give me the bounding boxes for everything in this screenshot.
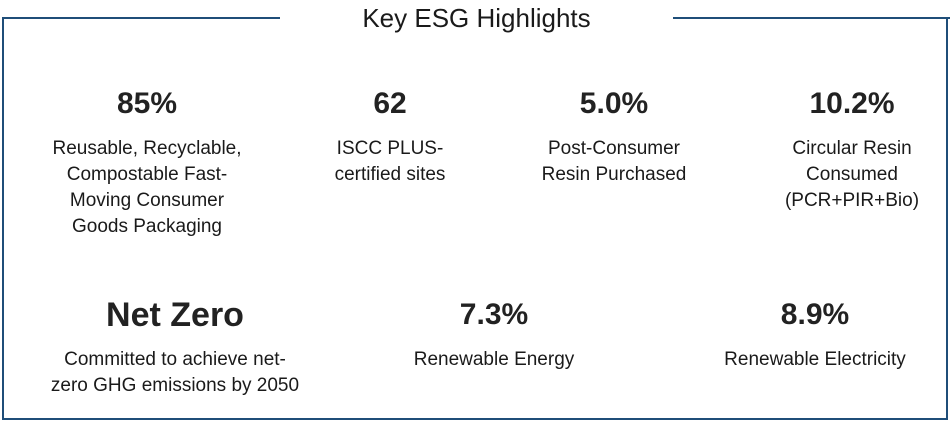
metric-value: 8.9% [780, 298, 850, 331]
frame-top-border-left [2, 17, 280, 19]
metric-label: Circular Resin Consumed (PCR+PIR+Bio) [784, 138, 920, 211]
metric-iscc-sites: 62 ISCC PLUS- certified sites [300, 86, 480, 188]
metric-value: 62 [373, 87, 407, 120]
metric-label: Reusable, Recyclable, Compostable Fast- … [52, 138, 242, 237]
metric-value: 7.3% [459, 298, 529, 331]
metric-label: Renewable Energy [413, 349, 575, 370]
metric-renewable-electricity: 8.9% Renewable Electricity [700, 297, 930, 373]
metric-value: 85% [116, 87, 178, 120]
frame-top-border-right [673, 17, 950, 19]
metric-value: 5.0% [579, 87, 649, 120]
metric-net-zero: Net Zero Committed to achieve net- zero … [30, 297, 320, 399]
metric-renewable-energy: 7.3% Renewable Energy [384, 297, 604, 373]
metric-label: Committed to achieve net- zero GHG emiss… [50, 349, 300, 396]
metric-pcr-purchased: 5.0% Post-Consumer Resin Purchased [508, 86, 720, 188]
highlights-frame [2, 17, 948, 420]
metric-label: Renewable Electricity [724, 349, 906, 370]
metric-label: Post-Consumer Resin Purchased [541, 138, 687, 185]
metric-label: ISCC PLUS- certified sites [334, 138, 446, 185]
metric-packaging: 85% Reusable, Recyclable, Compostable Fa… [18, 86, 276, 240]
page-title: Key ESG Highlights [362, 3, 591, 33]
metric-value: Net Zero [106, 296, 244, 334]
metric-circular-resin: 10.2% Circular Resin Consumed (PCR+PIR+B… [752, 86, 952, 214]
metric-value: 10.2% [809, 87, 895, 120]
